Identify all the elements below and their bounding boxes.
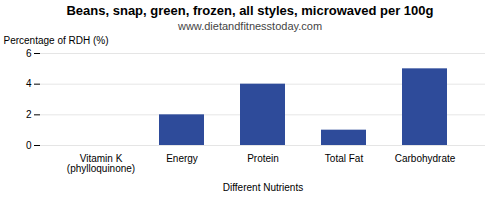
svg-text:6: 6 bbox=[26, 48, 32, 59]
html-text:Beans, snap, green, frozen, al: Beans, snap, green, frozen, all styles, … bbox=[66, 3, 434, 18]
svg-text:Energy: Energy bbox=[166, 153, 198, 164]
svg-text:Percentage of RDH (%): Percentage of RDH (%) bbox=[4, 35, 109, 46]
svg-text:Protein: Protein bbox=[247, 153, 279, 164]
svg-text:Carbohydrate: Carbohydrate bbox=[395, 153, 456, 164]
svg-text:Total Fat: Total Fat bbox=[325, 153, 364, 164]
html-text:www.dietandfitnesstoday.com: www.dietandfitnesstoday.com bbox=[178, 20, 322, 32]
svg-text:Different Nutrients: Different Nutrients bbox=[223, 182, 303, 193]
svg-text:4: 4 bbox=[26, 78, 32, 89]
svg-text:0: 0 bbox=[26, 140, 32, 151]
svg-text:2: 2 bbox=[26, 109, 32, 120]
svg-text:Vitamin K(phylloquinone): Vitamin K(phylloquinone) bbox=[67, 153, 135, 174]
